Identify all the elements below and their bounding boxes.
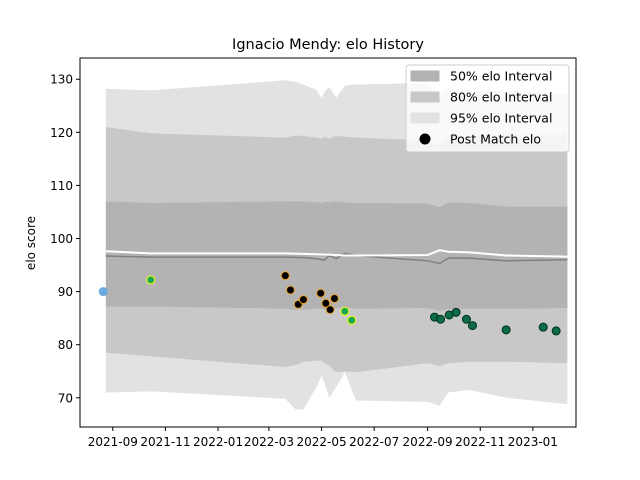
y-tick-label-100: 100 bbox=[50, 232, 73, 246]
x-tick-label-2022-09: 2022-09 bbox=[403, 435, 453, 449]
post-match-point-2 bbox=[146, 275, 156, 285]
legend-label-3: 95% elo Interval bbox=[450, 111, 552, 126]
series-line-2 bbox=[105, 249, 568, 258]
legend-box bbox=[405, 64, 570, 153]
post-match-point-17 bbox=[461, 314, 471, 324]
post-match-point-20 bbox=[538, 322, 548, 332]
post-match-point-10 bbox=[329, 294, 339, 304]
y-tick-label-90: 90 bbox=[58, 285, 73, 299]
x-tick-label-2022-05: 2022-05 bbox=[296, 435, 346, 449]
post-match-point-19 bbox=[501, 325, 511, 335]
legend-swatch-2 bbox=[410, 91, 440, 103]
x-tick-label-2021-11: 2021-11 bbox=[140, 435, 190, 449]
legend-label-4: Post Match elo bbox=[450, 132, 541, 147]
legend: 50% elo Interval 80% elo Interval 95% elo … bbox=[405, 64, 570, 153]
post-match-point-4 bbox=[285, 285, 295, 295]
y-axis-label: elo score bbox=[24, 216, 38, 270]
post-match-point-14 bbox=[436, 314, 446, 324]
x-tick-label-2022-03: 2022-03 bbox=[244, 435, 294, 449]
legend-swatch-1 bbox=[410, 70, 440, 82]
x-tick-label-2022-07: 2022-07 bbox=[349, 435, 399, 449]
post-match-point-11 bbox=[340, 306, 350, 316]
post-match-point-3 bbox=[280, 271, 290, 281]
post-match-point-9 bbox=[325, 305, 335, 315]
y-tick-label-130: 130 bbox=[50, 73, 73, 87]
legend-label-2: 80% elo Interval bbox=[450, 90, 552, 105]
y-tick-label-80: 80 bbox=[58, 338, 73, 352]
post-match-point-16 bbox=[451, 307, 461, 317]
y-tick-label-70: 70 bbox=[58, 391, 73, 405]
post-match-point-8 bbox=[321, 298, 331, 308]
x-tick-label-2021-09: 2021-09 bbox=[88, 435, 138, 449]
legend-marker-4 bbox=[419, 133, 431, 145]
legend-swatch-3 bbox=[410, 112, 440, 124]
y-tick-label-110: 110 bbox=[50, 179, 73, 193]
post-match-point-12 bbox=[347, 315, 357, 325]
post-match-point-6 bbox=[298, 295, 308, 305]
x-tick-label-2022-11: 2022-11 bbox=[455, 435, 505, 449]
chart-title: Ignacio Mendy: elo History bbox=[232, 37, 424, 53]
y-tick-label-120: 120 bbox=[50, 126, 73, 140]
post-match-point-1 bbox=[98, 287, 108, 297]
post-match-point-7 bbox=[316, 288, 326, 298]
plot-area bbox=[98, 80, 568, 410]
legend-label-1: 50% elo Interval bbox=[450, 69, 552, 84]
x-tick-label-2022-01: 2022-01 bbox=[193, 435, 243, 449]
post-match-point-21 bbox=[551, 326, 561, 336]
post-match-point-18 bbox=[467, 321, 477, 331]
axes-frame bbox=[79, 57, 577, 428]
x-tick-label-2023-01: 2023-01 bbox=[508, 435, 558, 449]
series-line-1 bbox=[105, 252, 568, 265]
